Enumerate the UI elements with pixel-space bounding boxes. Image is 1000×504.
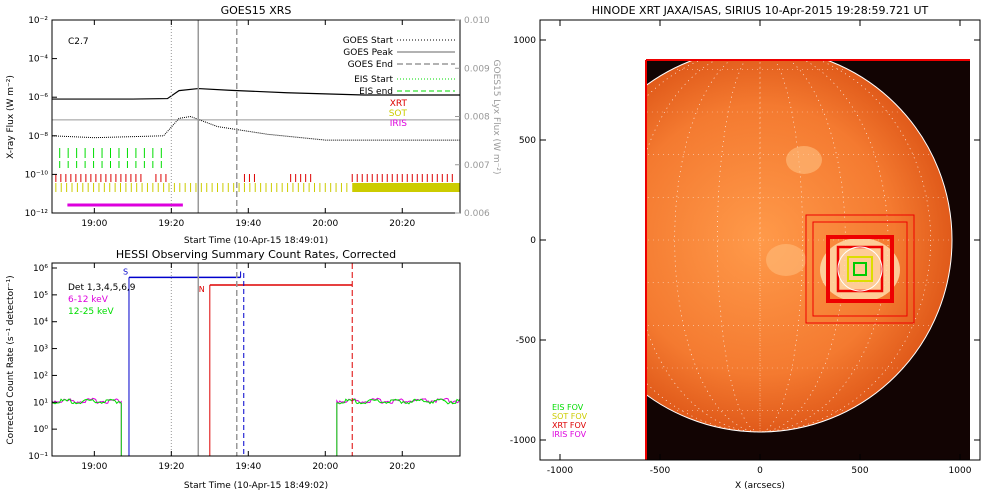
xrt-x-tick-label: 1000 [949,466,972,476]
hessi-series-line [52,399,121,456]
xrt-x-tick-label: -1000 [547,466,573,476]
goes-title: GOES15 XRS [221,4,292,17]
goes-y-tick-label: 10⁻⁴ [28,55,48,65]
goes-x-tick-label: 19:40 [235,219,261,229]
goes-panel: GOES15 XRS 19:00 19:20 19:40 20:00 20:20 10⁻²… [6,4,501,246]
goes-y2-tick-label: 0.010 [464,16,490,26]
xrt-y-tick-label: -500 [516,336,537,346]
goes-legend-label: GOES End [348,60,393,70]
hessi-xlabel: Start Time (10-Apr-15 18:49:02) [184,481,328,491]
hessi-x-tick-label: 19:20 [158,462,184,472]
goes-y2-tick-label: 0.006 [464,209,490,219]
xrt-xlabel: X (arcsecs) [735,481,785,491]
hessi-title: HESSI Observing Summary Count Rates, Cor… [116,248,396,261]
hessi-x-tick-label: 19:40 [235,462,261,472]
goes-long-series-line [52,89,460,100]
xrt-panel: HINODE XRT JAXA/ISAS, SIRIUS 10-Apr-2015… [510,4,980,491]
goes-y-tick-label: 10⁻⁶ [28,93,48,103]
xrt-legend-label: IRIS FOV [552,430,587,439]
goes-ylabel: X-ray Flux (W m⁻²) [6,75,16,159]
legend-xrt-label: XRT [390,99,408,109]
goes-y2-tick-label: 0.008 [464,113,490,123]
goes-y2-tick-label: 0.009 [464,64,490,74]
goes-y-tick-label: 10⁻¹² [25,209,49,219]
goes-y-tick-label: 10⁻⁸ [28,132,48,142]
hessi-flag-n-label: N [199,285,205,294]
hessi-y-tick-label: 10² [33,371,48,381]
goes-x-tick-label: 20:20 [389,219,415,229]
hessi-y-tick-label: 10³ [33,345,48,355]
xrt-legend-label: EIS FOV [552,403,584,412]
goes-y-tick-label: 10⁻² [28,16,48,26]
xrt-legend-label: XRT FOV [552,421,587,430]
goes-legend-label: EIS end [359,87,393,97]
goes-legend-label: GOES Peak [343,48,393,58]
sot-obs-block [352,183,460,192]
hessi-y-tick-label: 10⁻¹ [28,452,48,462]
hessi-y-tick-label: 10⁵ [33,291,48,301]
bright-patch [786,146,822,174]
goes-xlabel: Start Time (10-Apr-15 18:49:01) [184,236,328,246]
hessi-y-tick-label: 10⁰ [33,425,48,435]
goes-y-tick-label: 10⁻¹⁰ [25,170,49,180]
goes-legend-label: GOES Start [343,36,394,46]
goes-x-tick-label: 20:00 [312,219,338,229]
hessi-series-line [337,399,460,456]
goes-y2-tick-label: 0.007 [464,161,490,171]
xrt-legend-label: SOT FOV [552,412,588,421]
xrt-y-tick-label: 1000 [513,36,536,46]
goes-annotation: C2.7 [68,37,89,47]
xrt-y-tick-label: -1000 [510,436,536,446]
hessi-x-tick-label: 20:20 [389,462,415,472]
xrt-y-tick-label: 500 [519,136,536,146]
hessi-y-tick-label: 10⁴ [33,318,48,328]
legend-iris-label: IRIS [390,119,408,129]
goes-legend-label: EIS Start [354,75,393,85]
goes-y2label: GOES15 Lyx Flux (W m⁻²) [491,60,501,175]
xrt-x-tick-label: 500 [851,466,868,476]
hessi-legend-low: 6-12 keV [68,295,109,305]
hessi-legend-det: Det 1,3,4,5,6,9 [68,283,136,293]
hessi-series-line [337,398,460,456]
xrt-x-tick-label: 0 [757,466,763,476]
xrt-title: HINODE XRT JAXA/ISAS, SIRIUS 10-Apr-2015… [592,4,929,17]
hessi-series-line [52,398,121,456]
goes-x-tick-label: 19:00 [81,219,107,229]
goes-x-tick-label: 19:20 [158,219,184,229]
hessi-flag-s-label: S [123,267,128,276]
hessi-y-tick-label: 10⁶ [33,264,48,274]
hessi-ylabel: Corrected Count Rate (s⁻¹ detector⁻¹) [6,275,16,444]
hessi-legend-high: 12-25 keV [68,307,114,317]
hessi-x-tick-label: 19:00 [81,462,107,472]
xrt-y-tick-label: 0 [530,236,536,246]
hessi-x-tick-label: 20:00 [312,462,338,472]
hessi-panel: HESSI Observing Summary Count Rates, Cor… [6,248,460,491]
bright-patch [766,244,806,276]
legend-sot-label: SOT [389,109,408,119]
hessi-y-tick-label: 10¹ [33,398,48,408]
xrt-x-tick-label: -500 [650,466,671,476]
